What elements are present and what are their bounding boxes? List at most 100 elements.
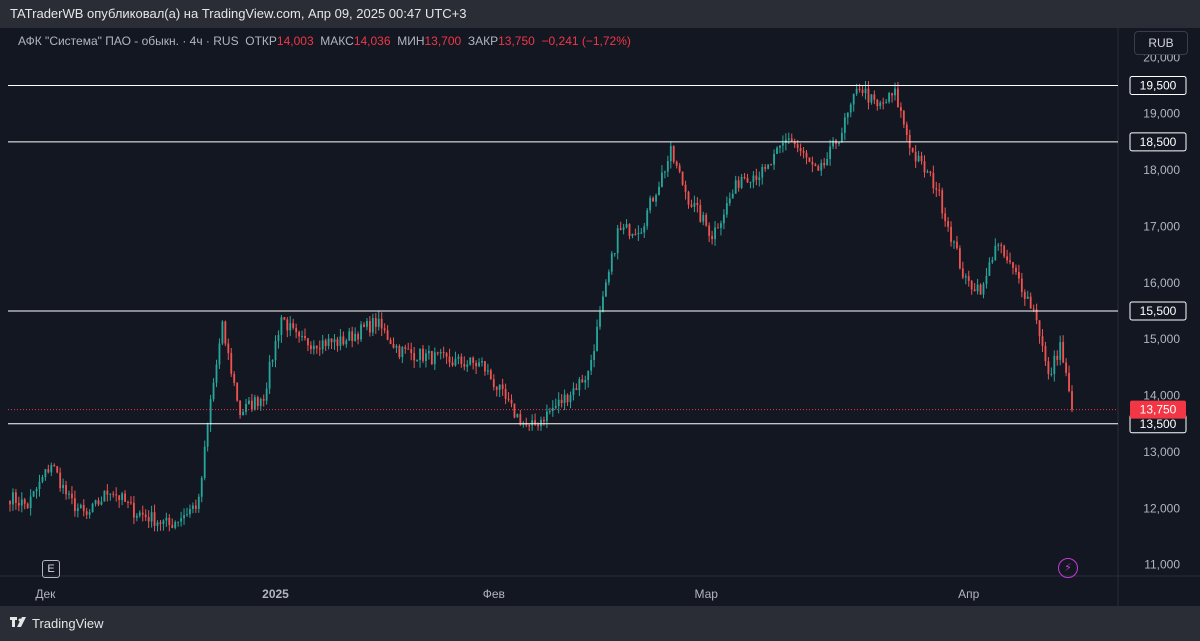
candle (722, 209, 725, 230)
candle (557, 392, 560, 414)
candle (625, 219, 628, 229)
candle-body (584, 380, 587, 383)
candle (191, 502, 194, 514)
price-chart[interactable]: 11,000 12,000 13,000 14,000 15,000 16,000 17,0… (0, 28, 1200, 606)
candle-body (923, 161, 926, 173)
candle-body (926, 171, 929, 173)
candle (764, 164, 767, 172)
candle-body (289, 323, 292, 331)
candle (336, 336, 339, 352)
close-value: 13,750 (498, 34, 535, 48)
candle-body (100, 501, 103, 505)
candle-body (1032, 308, 1035, 310)
candle (221, 320, 224, 346)
candle-body (964, 276, 967, 278)
close-label: ЗАКР (467, 34, 499, 48)
candle-body (829, 146, 832, 159)
candle (366, 318, 368, 331)
candle-body (590, 359, 593, 371)
level-price-box (1129, 75, 1187, 95)
candle (445, 351, 448, 364)
candle (259, 397, 262, 411)
candle-body (991, 260, 994, 263)
candle-body (805, 152, 808, 158)
candle (165, 512, 168, 527)
candle-body (870, 94, 873, 103)
candle (501, 378, 504, 396)
candle-body (696, 202, 699, 206)
candle-body (103, 490, 106, 502)
open-value: 14,003 (276, 34, 314, 48)
candle-body (26, 503, 29, 509)
candle (495, 385, 498, 397)
candle-body (720, 223, 722, 228)
candle-body (743, 176, 746, 179)
candle (68, 490, 70, 500)
candle-body (433, 352, 436, 365)
candle-body (203, 446, 206, 478)
candle (14, 488, 17, 510)
candle (702, 211, 705, 226)
candle (271, 359, 274, 367)
candle (873, 90, 876, 105)
candle-body (12, 492, 14, 505)
candle-body (106, 490, 109, 495)
candle-body (463, 364, 466, 367)
candle (840, 127, 843, 144)
candle-body (888, 93, 891, 102)
candle (466, 360, 469, 372)
candle (669, 141, 672, 169)
candle (162, 519, 165, 531)
candle (773, 149, 775, 170)
candle (956, 235, 958, 250)
candle-body (799, 148, 802, 152)
candle-body (1023, 291, 1026, 299)
candle-body (929, 171, 932, 173)
candle-body (165, 517, 168, 521)
candle (802, 147, 805, 159)
candle-body (722, 214, 725, 224)
level-price-label: 18,500 (1140, 135, 1177, 149)
candle (135, 513, 138, 522)
chart-area[interactable]: 11,000 12,000 13,000 14,000 15,000 16,000 17,0… (0, 28, 1200, 606)
candle (109, 493, 112, 501)
candle (144, 509, 147, 521)
candle-body (684, 184, 687, 192)
candle-body (304, 336, 306, 339)
candle (663, 170, 666, 179)
candle-body (534, 420, 537, 425)
candle (295, 323, 298, 339)
currency-button[interactable]: RUB (1134, 31, 1188, 55)
candle (563, 389, 566, 411)
candle-body (248, 400, 250, 404)
candle (368, 316, 371, 337)
candle (731, 189, 734, 199)
candle-body (920, 155, 923, 162)
earnings-badge[interactable]: E (42, 560, 60, 578)
candle-body (899, 107, 902, 111)
symbol-label[interactable]: АФК "Система" ПАО - обыкн. · 4ч · RUS (18, 34, 239, 48)
candle-body (628, 224, 631, 237)
high-label: МАКС (320, 34, 354, 48)
candle (357, 331, 360, 345)
candle (516, 413, 519, 418)
candle (47, 464, 50, 474)
candle-body (935, 188, 938, 190)
bolt-icon[interactable]: ⚡ (1058, 558, 1078, 578)
candle (979, 283, 982, 295)
candle (451, 356, 454, 367)
candle (253, 394, 256, 411)
candle-body (528, 425, 531, 427)
candle-body (746, 178, 749, 183)
candle (1068, 365, 1070, 393)
candle-body (410, 349, 413, 354)
candle (672, 145, 675, 164)
candle-body (162, 520, 165, 525)
y-tick-label: 17,000 (1143, 219, 1180, 233)
candle (371, 313, 374, 336)
candle-body (693, 202, 696, 207)
candle-body (330, 338, 333, 343)
candle-body (336, 339, 339, 346)
candle-body (368, 321, 371, 333)
candle (602, 290, 604, 313)
